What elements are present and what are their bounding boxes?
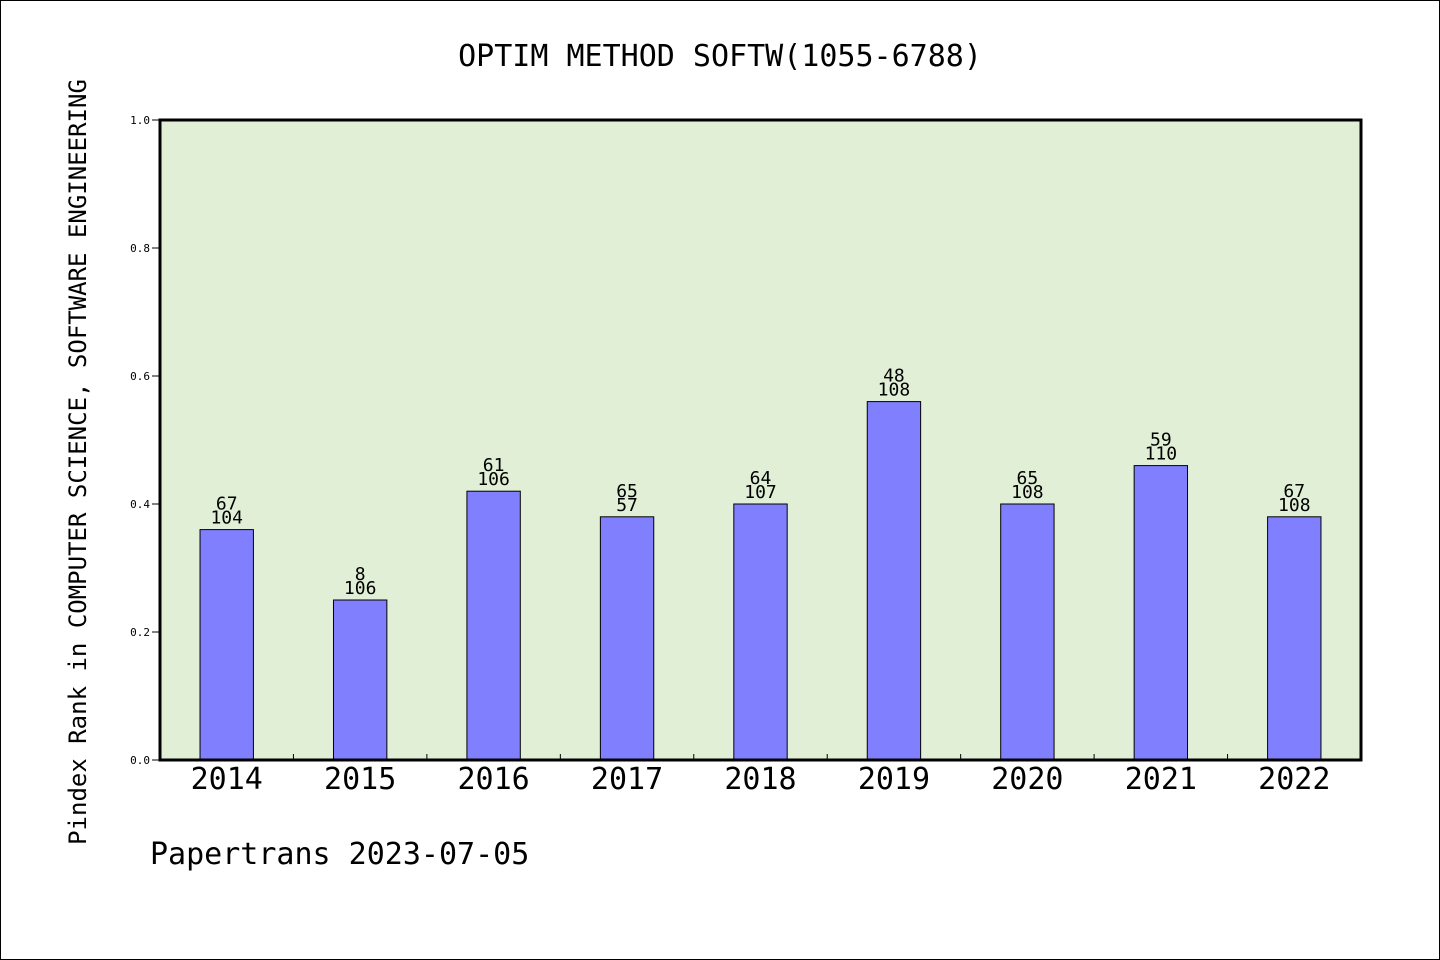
- bar-2014: [199, 529, 254, 761]
- bar-label-top-2017: 65: [616, 481, 638, 502]
- x-tick-label-2022: 2022: [1258, 762, 1330, 797]
- bar-label-top-2019: 48: [883, 366, 905, 387]
- bar-2017: [599, 516, 655, 761]
- x-tick-label-2014: 2014: [191, 762, 263, 797]
- x-tick-label-2018: 2018: [724, 762, 796, 797]
- y-tick-label-0.0: 0.0: [130, 754, 150, 767]
- bar-2021: [1133, 465, 1189, 761]
- bar-label-top-2018: 64: [750, 468, 772, 489]
- bar-label-bottom-2021: 110: [1145, 444, 1178, 465]
- x-tick-label-2021: 2021: [1125, 762, 1197, 797]
- bar-label-top-2015: 8: [355, 564, 366, 585]
- bar-label-top-2014: 67: [216, 494, 238, 515]
- y-tick-label-0.6: 0.6: [130, 370, 150, 383]
- x-tick-label-2020: 2020: [991, 762, 1063, 797]
- x-axis-ticks: 2014 2015 2016 2017 2018 2019 2020 2021 2022: [191, 754, 1330, 797]
- y-tick-label-0.8: 0.8: [130, 242, 150, 255]
- bar-labels-group: 6710481066110665576410748108651085911067…: [210, 366, 1310, 599]
- bar-label-bottom-2020: 108: [1011, 482, 1044, 503]
- y-tick-label-0.2: 0.2: [130, 626, 150, 639]
- bar-label-bottom-2016: 106: [477, 469, 510, 490]
- bar-2015: [332, 599, 388, 761]
- bar-2019: [866, 401, 922, 761]
- x-tick-label-2016: 2016: [457, 762, 529, 797]
- y-tick-label-1.0: 1.0: [130, 114, 150, 127]
- footer-credit: Papertrans 2023-07-05: [150, 837, 529, 872]
- bar-label-bottom-2022: 108: [1278, 495, 1311, 516]
- bar-label-bottom-2015: 106: [344, 578, 377, 599]
- x-tick-label-2015: 2015: [324, 762, 396, 797]
- bar-label-bottom-2019: 108: [878, 380, 911, 401]
- y-axis-label: Pindex Rank in COMPUTER SCIENCE, SOFTWAR…: [64, 79, 92, 845]
- bar-2016: [466, 490, 521, 761]
- plot-border: [158, 118, 1363, 762]
- bar-label-bottom-2017: 57: [616, 495, 638, 516]
- bar-label-top-2016: 61: [483, 455, 505, 476]
- x-tick-label-2019: 2019: [858, 762, 930, 797]
- x-tick-label-2017: 2017: [591, 762, 663, 797]
- bar-2018: [733, 503, 788, 761]
- y-tick-label-0.4: 0.4: [130, 498, 150, 511]
- y-axis-ticks: 0.0 0.2 0.4 0.6 0.8 1.0: [130, 114, 160, 767]
- bar-2020: [1000, 503, 1055, 761]
- bars-group: [199, 401, 1322, 761]
- bar-label-top-2020: 65: [1017, 468, 1039, 489]
- bar-label-bottom-2014: 104: [210, 508, 243, 529]
- bar-label-top-2022: 67: [1283, 481, 1305, 502]
- chart-title: OPTIM METHOD SOFTW(1055-6788): [458, 39, 982, 74]
- bar-label-top-2021: 59: [1150, 430, 1172, 451]
- bar-2022: [1267, 516, 1322, 761]
- bar-label-bottom-2018: 107: [744, 482, 777, 503]
